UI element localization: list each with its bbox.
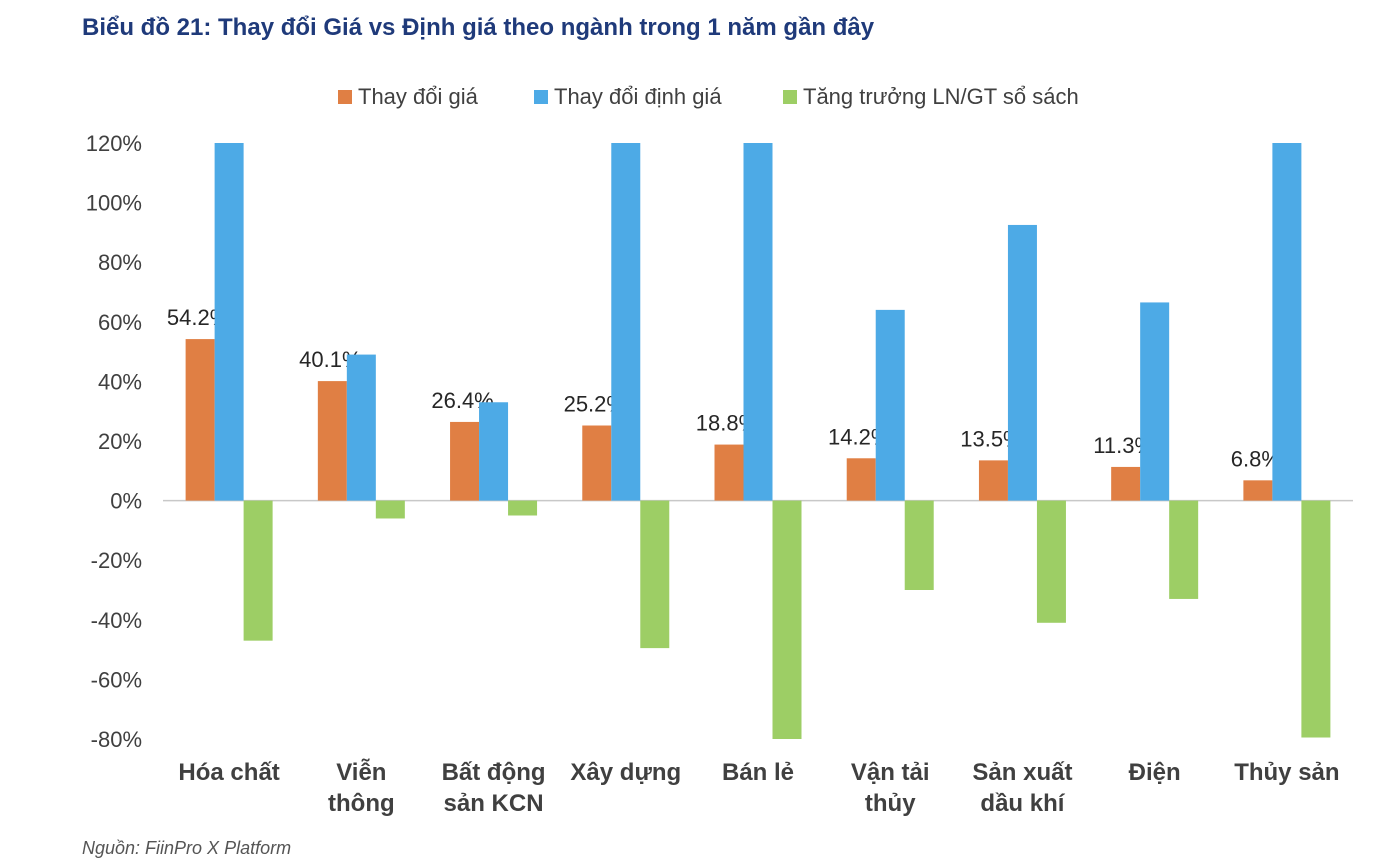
bar-series-1 bbox=[1243, 480, 1273, 501]
legend-label-price-change: Thay đổi giá bbox=[358, 84, 478, 109]
bar-series-1 bbox=[317, 381, 347, 501]
legend-label-pb-growth: Tăng trưởng LN/GT sổ sách bbox=[803, 84, 1079, 109]
category-label: Bất động bbox=[442, 759, 546, 786]
bar-series-1 bbox=[846, 458, 876, 501]
bar-series-3 bbox=[1301, 500, 1331, 738]
y-tick-label: 0% bbox=[110, 489, 142, 514]
bar-series-3 bbox=[1169, 500, 1199, 599]
bar-series-3 bbox=[772, 500, 802, 739]
bar-series-2 bbox=[1272, 143, 1302, 501]
legend-item-pb-growth: Tăng trưởng LN/GT sổ sách bbox=[783, 84, 1079, 110]
chart-title: Biểu đồ 21: Thay đổi Giá vs Định giá the… bbox=[82, 14, 875, 41]
bar-series-1 bbox=[1111, 466, 1141, 501]
legend-item-price-change: Thay đổi giá bbox=[338, 84, 478, 110]
source-note: Nguồn: FiinPro X Platform bbox=[82, 838, 292, 858]
bar-series-2 bbox=[875, 309, 905, 501]
bar-series-2 bbox=[1140, 302, 1170, 501]
y-tick-label: 100% bbox=[86, 191, 142, 216]
y-tick-label: -80% bbox=[91, 727, 142, 752]
category-label: thông bbox=[328, 790, 395, 817]
category-label: Vận tải bbox=[851, 759, 930, 786]
bar-series-1 bbox=[714, 444, 744, 501]
y-tick-label: 40% bbox=[98, 369, 142, 394]
bar-series-2 bbox=[346, 354, 376, 501]
bar-series-2 bbox=[214, 143, 244, 501]
category-label: Bán lẻ bbox=[722, 759, 794, 786]
y-tick-label: 60% bbox=[98, 310, 142, 335]
category-label: dầu khí bbox=[980, 790, 1065, 817]
y-tick-label: -20% bbox=[91, 548, 142, 573]
bar-series-3 bbox=[904, 500, 934, 590]
bar-series-3 bbox=[243, 500, 273, 641]
legend-swatch-valuation-change bbox=[534, 90, 548, 104]
bar-series-2 bbox=[611, 143, 641, 501]
category-label: sản KCN bbox=[444, 790, 544, 817]
category-label: Điện bbox=[1129, 759, 1181, 786]
bar-series-2 bbox=[479, 402, 509, 501]
category-label: Xây dựng bbox=[570, 759, 681, 786]
category-label: Hóa chất bbox=[178, 759, 279, 786]
category-label: thủy bbox=[865, 790, 916, 817]
category-label: Sản xuất bbox=[972, 759, 1072, 786]
bar-series-1 bbox=[450, 421, 480, 501]
y-tick-label: 120% bbox=[86, 131, 142, 156]
y-tick-label: 80% bbox=[98, 250, 142, 275]
bar-series-2 bbox=[743, 143, 773, 501]
bar-series-3 bbox=[508, 500, 538, 516]
chart-legend: Thay đổi giá Thay đổi định giá Tăng trưở… bbox=[0, 84, 1388, 114]
bar-series-3 bbox=[640, 500, 670, 649]
y-tick-label: -40% bbox=[91, 608, 142, 633]
bar-series-3 bbox=[1036, 500, 1066, 623]
category-label: Viễn bbox=[336, 758, 386, 786]
bar-series-1 bbox=[978, 460, 1008, 501]
bar-series-2 bbox=[1007, 224, 1037, 501]
bar-series-3 bbox=[375, 500, 405, 519]
legend-swatch-pb-growth bbox=[783, 90, 797, 104]
bar-series-1 bbox=[582, 425, 612, 501]
y-tick-label: 20% bbox=[98, 429, 142, 454]
legend-item-valuation-change: Thay đổi định giá bbox=[534, 84, 722, 110]
legend-swatch-price-change bbox=[338, 90, 352, 104]
legend-label-valuation-change: Thay đổi định giá bbox=[554, 84, 722, 109]
bar-series-1 bbox=[185, 339, 215, 501]
y-tick-label: -60% bbox=[91, 667, 142, 692]
category-label: Thủy sản bbox=[1234, 759, 1339, 786]
